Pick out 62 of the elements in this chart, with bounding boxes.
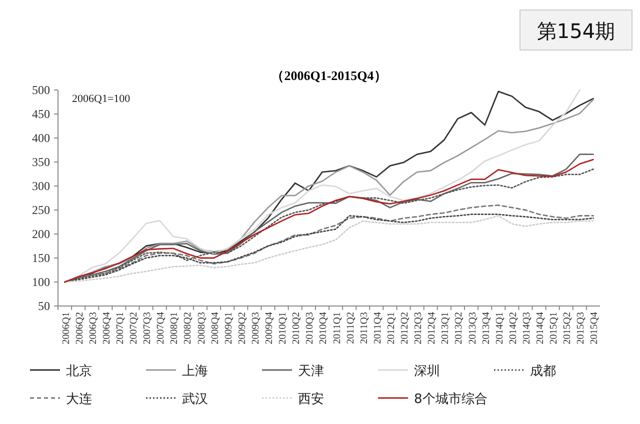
legend-label: 8个城市综合 <box>414 392 488 407</box>
y-tick-label: 350 <box>32 155 50 169</box>
legend-label: 大连 <box>66 392 92 407</box>
x-tick-label: 2010Q2 <box>291 312 302 344</box>
x-tick-label: 2009Q3 <box>250 312 262 344</box>
x-tick-label: 2015Q4 <box>589 312 600 344</box>
legend-label: 西安 <box>298 391 324 407</box>
x-tick-label: 2014Q3 <box>521 312 532 344</box>
x-tick-label: 2014Q4 <box>535 312 546 344</box>
x-tick-label: 2014Q1 <box>494 312 506 344</box>
x-tick-label: 2011Q3 <box>358 312 370 344</box>
x-tick-label: 2007Q4 <box>156 312 167 344</box>
y-tick-label: 500 <box>32 83 50 97</box>
x-tick-label: 2013Q2 <box>454 312 465 344</box>
y-tick-label: 50 <box>38 299 50 313</box>
x-tick-label: 2009Q1 <box>223 312 234 344</box>
x-tick-label: 2015Q2 <box>562 312 574 344</box>
x-tick-label: 2008Q2 <box>182 312 194 344</box>
x-tick-label: 2006Q3 <box>88 312 99 344</box>
x-tick-label: 2010Q4 <box>318 312 330 344</box>
legend-label: 天津 <box>298 364 324 379</box>
x-tick-label: 2010Q3 <box>304 312 316 344</box>
x-tick-label: 2008Q1 <box>169 312 180 344</box>
legend-label: 武汉 <box>182 392 208 407</box>
x-tick-label: 2006Q1 <box>60 312 72 344</box>
y-tick-label: 150 <box>32 251 50 265</box>
x-tick-label: 2011Q4 <box>372 312 384 344</box>
y-tick-label: 250 <box>32 203 50 217</box>
x-tick-label: 2012Q3 <box>413 312 424 344</box>
y-tick-label: 300 <box>32 179 50 193</box>
x-tick-label: 2010Q1 <box>278 312 289 344</box>
x-tick-label: 2009Q2 <box>236 312 248 344</box>
x-tick-label: 2013Q3 <box>467 312 478 344</box>
x-tick-label: 2008Q3 <box>196 312 208 344</box>
x-tick-label: 2012Q4 <box>426 312 438 344</box>
y-tick-label: 100 <box>32 275 50 289</box>
text: 第154期 <box>536 19 616 43</box>
x-tick-label: 2013Q4 <box>480 312 492 344</box>
x-tick-label: 2007Q1 <box>114 312 126 344</box>
annotation: 2006Q1=100 <box>72 93 131 105</box>
legend-label: 深圳 <box>414 364 440 379</box>
x-tick-label: 2009Q4 <box>264 312 276 344</box>
x-tick-label: 2015Q3 <box>576 312 587 344</box>
y-tick-label: 400 <box>32 131 50 145</box>
x-tick-label: 2006Q4 <box>101 312 112 344</box>
x-tick-label: 2012Q1 <box>386 312 397 344</box>
x-tick-label: 2015Q1 <box>548 312 560 344</box>
x-tick-label: 2011Q2 <box>345 312 356 344</box>
x-tick-label: 2013Q1 <box>440 312 452 344</box>
x-tick-label: 2008Q4 <box>210 312 221 344</box>
chart-title: （2006Q1-2015Q4） <box>271 68 387 83</box>
y-tick-label: 200 <box>32 227 50 241</box>
legend-label: 成都 <box>530 364 556 379</box>
x-tick-label: 2012Q2 <box>400 312 411 344</box>
x-tick-label: 2014Q2 <box>508 312 519 344</box>
legend-label: 北京 <box>66 364 92 379</box>
y-tick-label: 450 <box>32 107 50 121</box>
x-tick-label: 2011Q1 <box>332 312 343 344</box>
legend-label: 上海 <box>182 364 208 379</box>
x-tick-label: 2006Q2 <box>74 312 86 344</box>
x-tick-label: 2007Q2 <box>128 312 140 344</box>
x-tick-label: 2007Q3 <box>142 312 154 344</box>
